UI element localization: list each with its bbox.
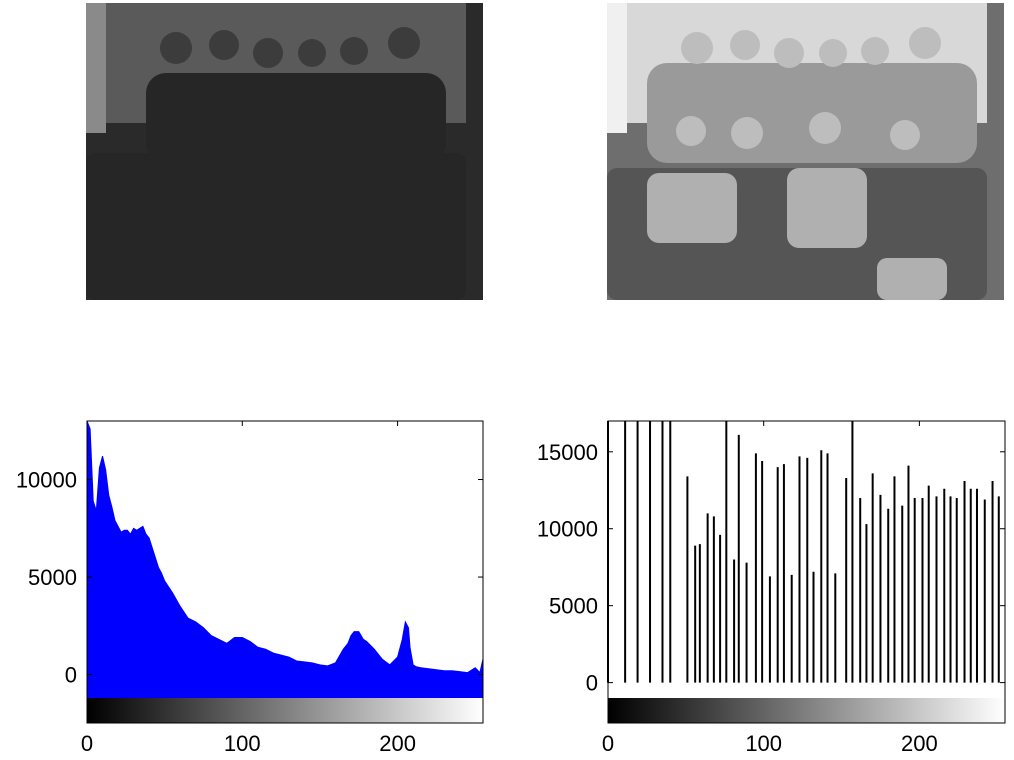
y-tick-label: 5000 xyxy=(549,594,598,619)
right-histogram: 0 5000 10000 15000 0 100 200 xyxy=(537,420,1006,756)
y-tick-label: 10000 xyxy=(16,468,77,493)
original-photo xyxy=(86,3,483,300)
x-tick-label: 100 xyxy=(745,731,782,756)
grayscale-colorbar xyxy=(608,698,1005,723)
equalized-photo-graphic xyxy=(607,3,1004,300)
x-tick-label: 100 xyxy=(224,731,261,756)
y-tick-label: 5000 xyxy=(28,565,77,590)
equalized-photo xyxy=(607,3,1004,300)
x-tick-label: 200 xyxy=(901,731,938,756)
y-tick-label: 0 xyxy=(586,671,598,696)
axes-frame xyxy=(607,420,1006,724)
y-tick-label: 15000 xyxy=(537,440,598,465)
x-tick-label: 0 xyxy=(602,731,614,756)
y-tick-label: 0 xyxy=(65,663,77,688)
axes-frame xyxy=(86,420,484,724)
x-tick-label: 200 xyxy=(379,731,416,756)
grayscale-colorbar xyxy=(87,698,483,723)
x-tick-label: 0 xyxy=(81,731,93,756)
left-histogram: 0 5000 10000 0 100 200 xyxy=(16,420,484,756)
histogram-area xyxy=(86,420,484,699)
original-photo-graphic xyxy=(86,3,483,300)
y-tick-label: 10000 xyxy=(537,517,598,542)
